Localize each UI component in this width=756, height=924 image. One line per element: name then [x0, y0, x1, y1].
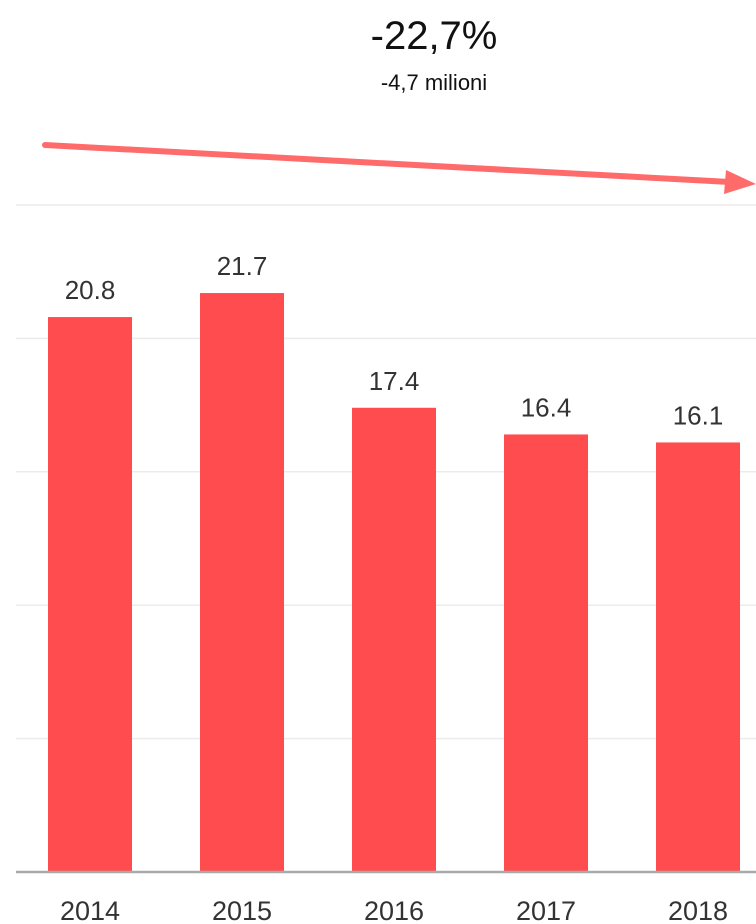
- bar-2018: [656, 442, 740, 872]
- trend-arrow-line: [42, 142, 733, 185]
- data-label-2018: 16.1: [673, 400, 724, 430]
- x-tick-label-2018: 2018: [668, 896, 728, 924]
- data-label-2014: 20.8: [65, 275, 116, 305]
- x-tick-label-2017: 2017: [516, 896, 576, 924]
- data-label-2017: 16.4: [521, 392, 572, 422]
- bar-2015: [200, 293, 284, 872]
- x-tick-label-2014: 2014: [60, 896, 120, 924]
- bar-2016: [352, 407, 436, 872]
- trend-arrow-head: [724, 170, 756, 194]
- change-percent: -22,7%: [370, 14, 498, 58]
- data-label-2016: 17.4: [369, 366, 420, 396]
- data-label-2015: 21.7: [217, 251, 268, 281]
- bar-2017: [504, 434, 588, 872]
- change-absolute: -4,7 milioni: [380, 70, 488, 95]
- bar-2014: [48, 317, 132, 872]
- x-tick-label-2016: 2016: [364, 896, 424, 924]
- x-tick-label-2015: 2015: [212, 896, 272, 924]
